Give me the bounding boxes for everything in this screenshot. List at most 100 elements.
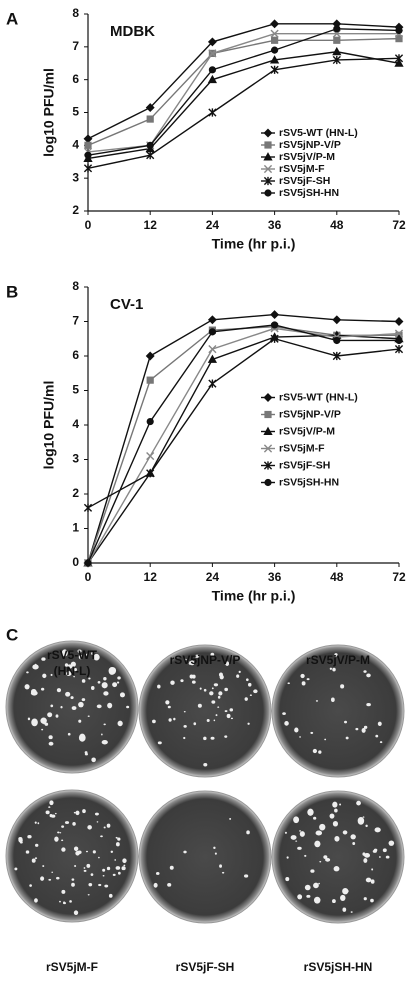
plaque <box>287 682 290 685</box>
plaque <box>126 705 130 709</box>
plaque <box>90 873 94 877</box>
series-line <box>87 327 400 564</box>
plaque <box>119 692 125 698</box>
plaque <box>48 806 51 809</box>
y-tick-label: 6 <box>72 72 79 86</box>
plaque <box>85 850 89 853</box>
marker <box>207 315 217 325</box>
plaque <box>342 830 348 835</box>
plaque <box>319 823 326 831</box>
plate-label: rSV5jF-SH <box>176 960 235 974</box>
plaque <box>108 666 116 675</box>
plaque <box>373 848 378 852</box>
plaque <box>284 721 289 726</box>
plaque <box>246 678 249 682</box>
plaque <box>27 717 31 721</box>
plaque <box>224 735 228 738</box>
plaque <box>78 733 86 742</box>
marker <box>146 141 154 149</box>
marker <box>146 115 154 123</box>
plaque <box>72 822 76 826</box>
plaque <box>108 893 113 898</box>
plaque <box>192 674 196 679</box>
plaque <box>110 850 114 853</box>
x-tick-label: 12 <box>144 218 158 232</box>
plaque <box>47 712 53 718</box>
plaque <box>81 698 86 702</box>
plaque <box>306 894 311 898</box>
plaque <box>83 869 87 872</box>
plaque <box>236 674 240 678</box>
plaque <box>355 727 359 731</box>
plaque <box>115 866 121 870</box>
plaque <box>48 735 53 740</box>
plaque <box>49 800 54 806</box>
plaque <box>103 826 106 829</box>
x-tick-label: 0 <box>85 570 92 584</box>
plaque <box>61 839 64 842</box>
marker <box>271 36 279 44</box>
plaque <box>90 685 95 691</box>
plaque <box>295 840 298 842</box>
plaque <box>180 679 184 683</box>
plaque <box>170 680 175 685</box>
legend-marker <box>263 128 273 138</box>
plaque <box>203 762 208 767</box>
plaque <box>169 865 174 870</box>
plaque <box>334 808 338 813</box>
plaque <box>300 673 305 679</box>
plaque <box>103 691 109 696</box>
plaque <box>74 668 77 672</box>
x-tick-label: 24 <box>206 218 220 232</box>
plaque <box>301 681 306 686</box>
x-tick-label: 48 <box>330 570 344 584</box>
plaque <box>312 748 317 754</box>
plaque <box>244 874 249 878</box>
marker <box>332 55 341 65</box>
plaque <box>92 850 96 854</box>
y-tick-label: 7 <box>72 314 79 328</box>
plaque <box>183 736 186 740</box>
plaque <box>199 687 202 690</box>
plaque <box>350 834 356 840</box>
y-tick-label: 5 <box>72 383 79 397</box>
plaque <box>310 731 314 734</box>
plaque <box>357 817 365 825</box>
x-tick-label: 36 <box>268 218 282 232</box>
marker <box>333 336 341 345</box>
plaque <box>370 898 374 903</box>
marker <box>395 35 403 43</box>
plaque <box>31 718 38 727</box>
plaque <box>282 712 286 715</box>
plaque <box>88 677 91 680</box>
plaque <box>50 704 54 708</box>
plaque <box>97 681 101 684</box>
plaque <box>345 736 349 740</box>
plaque <box>42 673 47 679</box>
legend-marker <box>264 189 272 197</box>
marker <box>146 151 155 160</box>
plaque <box>106 823 111 828</box>
plaque <box>54 812 57 815</box>
plaque <box>81 679 86 683</box>
plaque <box>69 900 72 903</box>
plaque <box>167 883 172 887</box>
plaque <box>34 821 37 824</box>
plaque <box>157 741 162 745</box>
legend-label: rSV5-WT (HN-L) <box>279 127 358 139</box>
plaque <box>96 704 102 709</box>
plaque <box>319 861 322 863</box>
plaque <box>55 714 59 718</box>
marker <box>207 74 218 84</box>
plate-label: rSV5jSH-HN <box>304 960 373 974</box>
plate-dish <box>271 790 405 924</box>
plaque <box>379 741 383 744</box>
legend-label: rSV5jNP-V/P <box>279 139 341 151</box>
plaque <box>307 808 314 816</box>
marker <box>84 151 92 159</box>
legend-marker <box>263 176 273 186</box>
plaque <box>41 657 46 661</box>
plaque <box>218 691 223 696</box>
plaque <box>313 896 321 904</box>
series-line <box>87 313 400 564</box>
